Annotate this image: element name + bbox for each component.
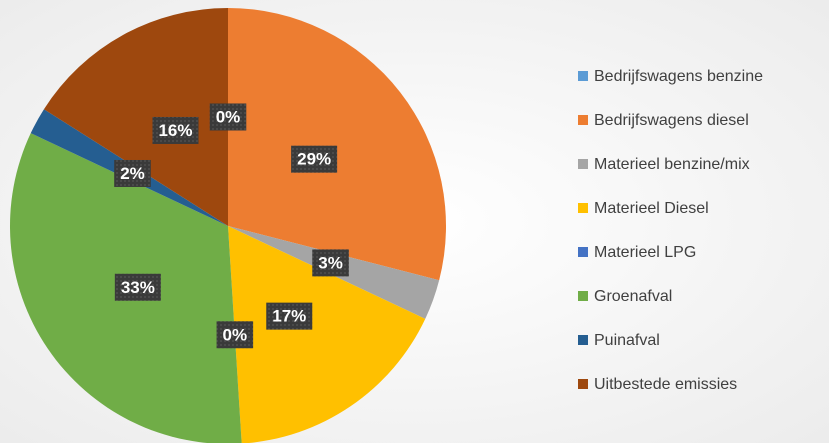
legend-swatch <box>578 71 588 81</box>
data-label-box <box>152 116 199 144</box>
legend-label: Materieel Diesel <box>594 200 709 217</box>
data-label: 17% <box>272 307 306 326</box>
data-label: 16% <box>158 121 192 140</box>
data-label-box <box>216 321 254 349</box>
data-label: 3% <box>318 253 343 272</box>
legend-swatch <box>578 379 588 389</box>
data-label-box <box>209 103 247 131</box>
data-label: 0% <box>223 325 248 344</box>
legend-label: Groenafval <box>594 288 672 305</box>
data-label-box <box>114 273 161 301</box>
legend-label: Materieel LPG <box>594 244 696 261</box>
data-label-box <box>291 145 338 173</box>
legend-swatch <box>578 115 588 125</box>
legend-label: Bedrijfswagens benzine <box>594 68 763 85</box>
data-label: 29% <box>297 150 331 169</box>
pie-slice <box>228 226 426 443</box>
pie-slice <box>228 8 446 281</box>
data-label-box <box>266 302 313 330</box>
legend-label: Puinafval <box>594 332 660 349</box>
pie-slice <box>43 8 229 226</box>
legend-swatch <box>578 335 588 345</box>
legend-swatch <box>578 291 588 301</box>
data-label-box <box>312 249 349 277</box>
legend-swatch <box>578 247 588 257</box>
data-label: 0% <box>216 107 241 126</box>
data-label-box <box>114 159 151 187</box>
data-label: 2% <box>120 164 145 183</box>
legend-swatch <box>578 203 588 213</box>
legend-label: Materieel benzine/mix <box>594 156 750 173</box>
legend-label: Uitbestede emissies <box>594 376 737 393</box>
legend-label: Bedrijfswagens diesel <box>594 112 749 129</box>
data-label: 33% <box>121 278 155 297</box>
legend-swatch <box>578 159 588 169</box>
